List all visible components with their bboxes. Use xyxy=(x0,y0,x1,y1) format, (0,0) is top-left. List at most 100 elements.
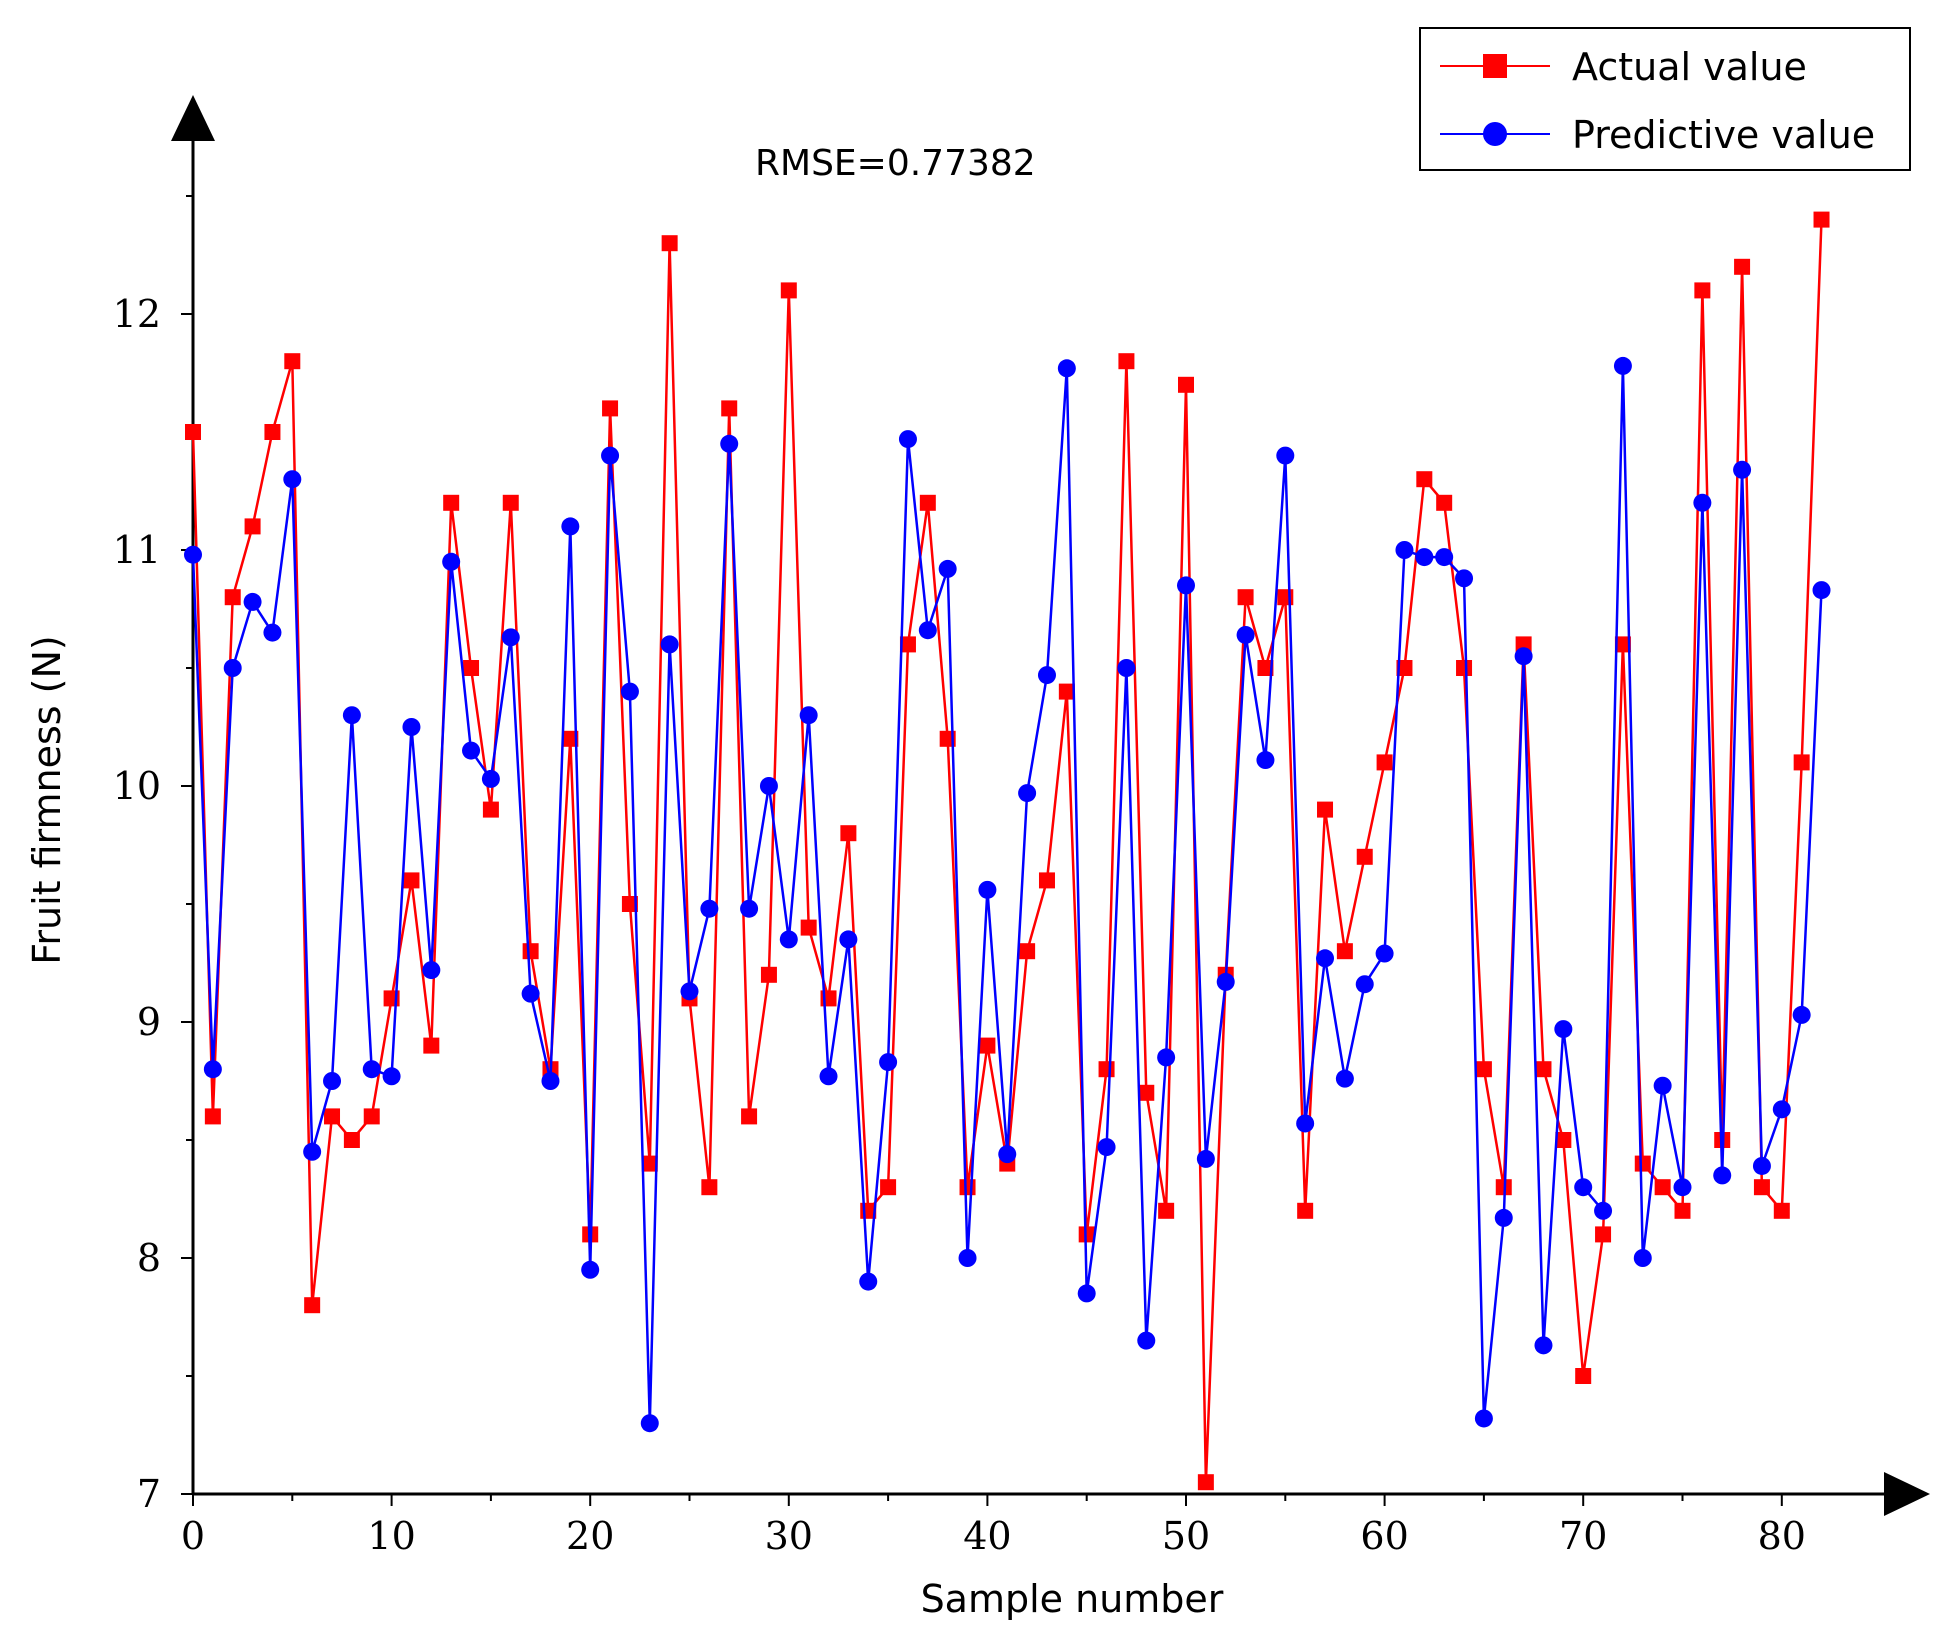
data-point xyxy=(1335,1069,1354,1088)
axes-group: 0 10 20 30 40 50 60 70 80 7 8 9 10 11 12 xyxy=(113,95,1930,1558)
data-point xyxy=(959,1179,976,1196)
data-point xyxy=(1197,1474,1214,1491)
data-point xyxy=(1019,943,1036,960)
x-tick-label: 80 xyxy=(1758,1514,1806,1558)
data-point xyxy=(1316,949,1335,968)
data-point xyxy=(819,1067,838,1086)
data-point xyxy=(463,660,480,676)
data-point xyxy=(1812,581,1831,600)
data-point xyxy=(1177,576,1195,595)
data-point xyxy=(1097,1138,1116,1157)
data-point xyxy=(561,517,580,536)
data-point xyxy=(1753,1179,1770,1196)
data-point xyxy=(1395,541,1414,559)
data-point xyxy=(1436,494,1453,511)
data-point xyxy=(958,1249,977,1267)
legend-actual-marker xyxy=(1483,54,1507,78)
data-point xyxy=(1257,660,1274,676)
data-point xyxy=(283,470,302,489)
data-point xyxy=(918,621,937,640)
data-point xyxy=(840,825,857,842)
data-point xyxy=(243,592,262,611)
data-point xyxy=(1456,660,1473,676)
data-point xyxy=(442,552,461,571)
data-point xyxy=(481,769,500,788)
data-point xyxy=(998,1145,1017,1164)
data-point xyxy=(979,1037,996,1054)
y-tick-label: 7 xyxy=(137,1472,161,1516)
y-axis-title: Fruit firmness (N) xyxy=(25,635,69,964)
data-point xyxy=(541,1072,560,1090)
data-point xyxy=(640,1414,659,1433)
data-point xyxy=(1355,975,1374,994)
data-point xyxy=(402,718,421,736)
data-point xyxy=(263,623,282,642)
data-point xyxy=(264,424,281,440)
data-point xyxy=(1018,784,1037,803)
data-point xyxy=(661,235,678,252)
data-point xyxy=(324,1108,341,1125)
data-point xyxy=(1773,1202,1790,1219)
data-point xyxy=(223,659,242,677)
data-point xyxy=(1653,1076,1672,1095)
data-point xyxy=(204,1108,221,1125)
data-point xyxy=(184,545,202,564)
data-point xyxy=(185,424,201,440)
data-point xyxy=(740,899,759,918)
legend-predictive-marker xyxy=(1483,122,1507,146)
data-point xyxy=(641,1155,658,1172)
data-point xyxy=(1098,1061,1115,1078)
data-point xyxy=(701,1179,718,1196)
data-point xyxy=(1375,944,1394,963)
data-point xyxy=(1792,1005,1811,1024)
data-point xyxy=(741,1108,758,1125)
data-point xyxy=(899,636,916,653)
data-point xyxy=(562,730,579,747)
x-tick-label: 30 xyxy=(765,1514,813,1558)
data-point xyxy=(521,984,540,1003)
data-point xyxy=(1772,1100,1791,1119)
data-point xyxy=(224,589,241,606)
data-point xyxy=(501,628,520,647)
data-point xyxy=(362,1060,381,1079)
data-point xyxy=(522,943,539,960)
data-point xyxy=(382,1067,401,1086)
data-point xyxy=(1276,446,1295,465)
data-point xyxy=(342,706,361,725)
data-point xyxy=(1475,1061,1492,1078)
x-tick-label: 40 xyxy=(963,1514,1011,1558)
data-point xyxy=(1554,1020,1573,1039)
y-tick-label: 11 xyxy=(113,528,161,572)
data-point xyxy=(898,430,917,449)
data-point xyxy=(1297,1202,1314,1219)
data-point xyxy=(1734,258,1751,275)
data-point xyxy=(1614,636,1631,653)
data-point xyxy=(800,919,817,936)
data-point xyxy=(1037,666,1056,685)
data-point xyxy=(363,1108,380,1125)
data-point xyxy=(1237,589,1254,606)
data-point xyxy=(938,559,957,578)
data-point xyxy=(1474,1409,1493,1428)
data-point xyxy=(1654,1179,1671,1196)
data-point xyxy=(1713,1166,1732,1185)
data-point xyxy=(1057,359,1076,378)
data-point xyxy=(1336,943,1353,960)
data-point xyxy=(1158,1202,1175,1219)
data-point xyxy=(1256,751,1275,770)
data-point xyxy=(880,1179,897,1196)
data-point xyxy=(1415,548,1434,567)
y-tick-label: 8 xyxy=(137,1236,161,1280)
legend-box xyxy=(1419,27,1911,171)
data-point xyxy=(1077,1284,1096,1303)
data-point xyxy=(1634,1155,1651,1172)
data-point xyxy=(780,282,797,299)
data-point xyxy=(601,446,620,465)
data-point xyxy=(1793,754,1810,771)
data-point xyxy=(244,518,261,535)
data-point xyxy=(799,706,818,725)
data-point xyxy=(621,896,638,912)
data-point xyxy=(660,635,679,654)
data-point xyxy=(1594,1201,1613,1220)
data-point xyxy=(1416,471,1433,488)
